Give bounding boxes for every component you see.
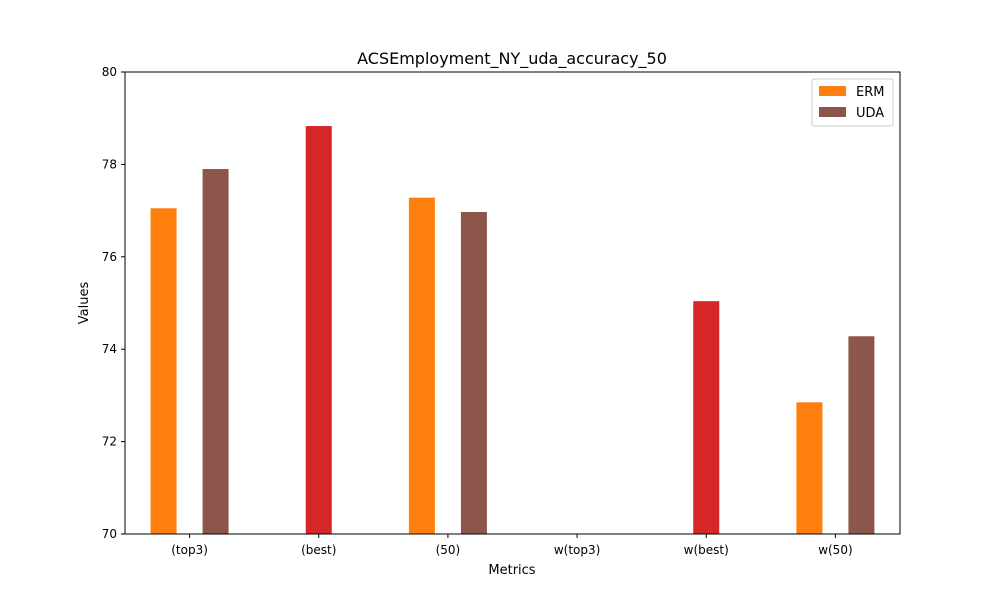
legend-swatch-uda (819, 107, 846, 117)
bar-erm-0 (150, 208, 177, 535)
x-tick-label: w(top3) (554, 543, 600, 557)
bar-series-1-1 (305, 126, 332, 534)
y-tick-label: 76 (102, 250, 117, 264)
legend-label-uda: UDA (856, 106, 884, 121)
bar-uda-0 (202, 169, 229, 534)
y-axis-label: Values (77, 282, 92, 325)
x-axis-label: Metrics (488, 563, 535, 578)
bar-erm-5 (796, 402, 823, 534)
x-tick-label: w(best) (684, 543, 729, 557)
y-axis-ticks: 70 72 74 76 78 80 (102, 65, 125, 541)
plot-frame (124, 71, 901, 535)
legend-swatch-erm (819, 86, 846, 96)
chart-title: ACSEmployment_NY_uda_accuracy_50 (357, 49, 667, 69)
x-tick-label: (50) (436, 543, 461, 557)
x-tick-label: (top3) (171, 543, 208, 557)
legend: ERM UDA (811, 78, 894, 127)
y-tick-label: 78 (102, 157, 117, 171)
bar-uda-2 (460, 211, 487, 534)
bar-uda-5 (848, 336, 875, 534)
bar-series-1-4 (693, 301, 720, 534)
x-axis-ticks: (top3) (best) (50) w(top3) w(best) w(50) (171, 534, 853, 557)
y-tick-label: 80 (102, 65, 117, 79)
y-tick-label: 72 (102, 435, 117, 449)
x-tick-label: w(50) (818, 543, 852, 557)
y-tick-label: 74 (102, 342, 117, 356)
bar-erm-2 (408, 197, 435, 534)
legend-label-erm: ERM (856, 85, 884, 100)
x-tick-label: (best) (301, 543, 336, 557)
y-tick-label: 70 (102, 527, 117, 541)
bars-layer (150, 126, 875, 535)
